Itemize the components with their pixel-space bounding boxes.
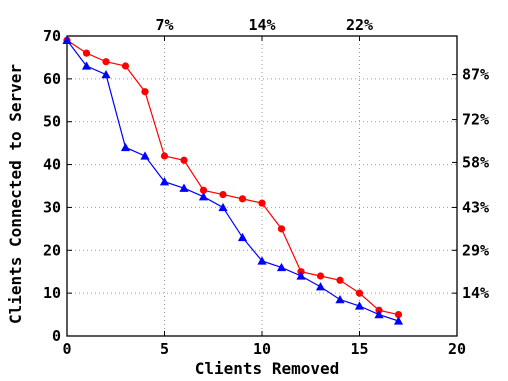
y-tick-label: 50 bbox=[43, 113, 61, 131]
x-tick-label: 0 bbox=[62, 340, 71, 358]
data-point-triangle bbox=[315, 282, 326, 291]
data-point-circle bbox=[277, 225, 286, 233]
data-point-circle bbox=[394, 310, 403, 319]
x-tick-label: 10 bbox=[253, 340, 271, 358]
top-tick-label: 7% bbox=[155, 16, 173, 34]
x-tick-label: 15 bbox=[350, 340, 368, 358]
data-point-circle bbox=[258, 199, 266, 207]
data-point-circle bbox=[219, 190, 227, 199]
data-point-circle bbox=[121, 62, 130, 70]
data-point-circle bbox=[141, 88, 149, 96]
data-point-triangle bbox=[179, 183, 189, 192]
data-point-circle bbox=[102, 58, 110, 66]
tick-layer bbox=[66, 35, 458, 337]
data-point-triangle bbox=[257, 256, 267, 265]
y-tick-label: 70 bbox=[43, 27, 61, 45]
data-point-circle bbox=[336, 276, 344, 284]
data-point-circle bbox=[82, 49, 91, 57]
data-point-circle bbox=[355, 289, 364, 297]
y-axis-title: Clients Connected to Server bbox=[6, 64, 25, 324]
data-point-triangle bbox=[237, 232, 248, 242]
data-point-triangle bbox=[276, 262, 287, 272]
data-point-triangle bbox=[62, 35, 72, 44]
right-tick-label: 58% bbox=[462, 153, 489, 171]
series-line-1 bbox=[66, 39, 399, 316]
data-point-triangle bbox=[335, 294, 345, 304]
series-line-2 bbox=[66, 39, 399, 322]
x-tick-label: 5 bbox=[160, 340, 169, 358]
data-point-triangle bbox=[374, 309, 384, 319]
right-tick-label: 87% bbox=[462, 66, 489, 84]
label-layer: 0 5 10 15 20 0 10 20 30 40 50 60 70 7% 14% 22% 87% 72% 58%… bbox=[43, 16, 489, 358]
data-point-triangle bbox=[101, 69, 111, 79]
x-tick-label: 20 bbox=[448, 340, 466, 358]
data-point-circle bbox=[199, 186, 208, 194]
y-tick-label: 0 bbox=[52, 327, 61, 345]
data-point-triangle bbox=[159, 177, 170, 186]
data-point-circle bbox=[238, 195, 247, 203]
right-tick-label: 43% bbox=[462, 198, 489, 216]
y-tick-label: 60 bbox=[43, 70, 61, 88]
top-tick-label: 22% bbox=[346, 16, 373, 34]
series-layer bbox=[62, 35, 404, 325]
y-tick-label: 10 bbox=[43, 284, 61, 302]
x-axis-title: Clients Removed bbox=[195, 359, 340, 378]
data-point-triangle bbox=[393, 316, 404, 325]
data-point-triangle bbox=[140, 151, 150, 160]
data-point-circle bbox=[180, 156, 188, 164]
top-tick-label: 14% bbox=[248, 16, 275, 34]
y-tick-label: 30 bbox=[43, 198, 61, 216]
data-point-triangle bbox=[81, 61, 92, 70]
data-point-triangle bbox=[120, 142, 131, 152]
data-point-triangle bbox=[296, 271, 306, 280]
right-tick-label: 72% bbox=[462, 111, 489, 129]
right-tick-label: 29% bbox=[462, 241, 489, 259]
grid-layer bbox=[67, 36, 457, 336]
data-point-circle bbox=[316, 272, 325, 280]
y-tick-label: 40 bbox=[43, 156, 61, 174]
data-point-circle bbox=[160, 152, 169, 160]
data-point-triangle bbox=[218, 202, 228, 212]
y-tick-label: 20 bbox=[43, 241, 61, 259]
data-point-triangle bbox=[354, 301, 365, 310]
data-point-triangle bbox=[198, 192, 209, 201]
right-tick-label: 14% bbox=[462, 284, 489, 302]
